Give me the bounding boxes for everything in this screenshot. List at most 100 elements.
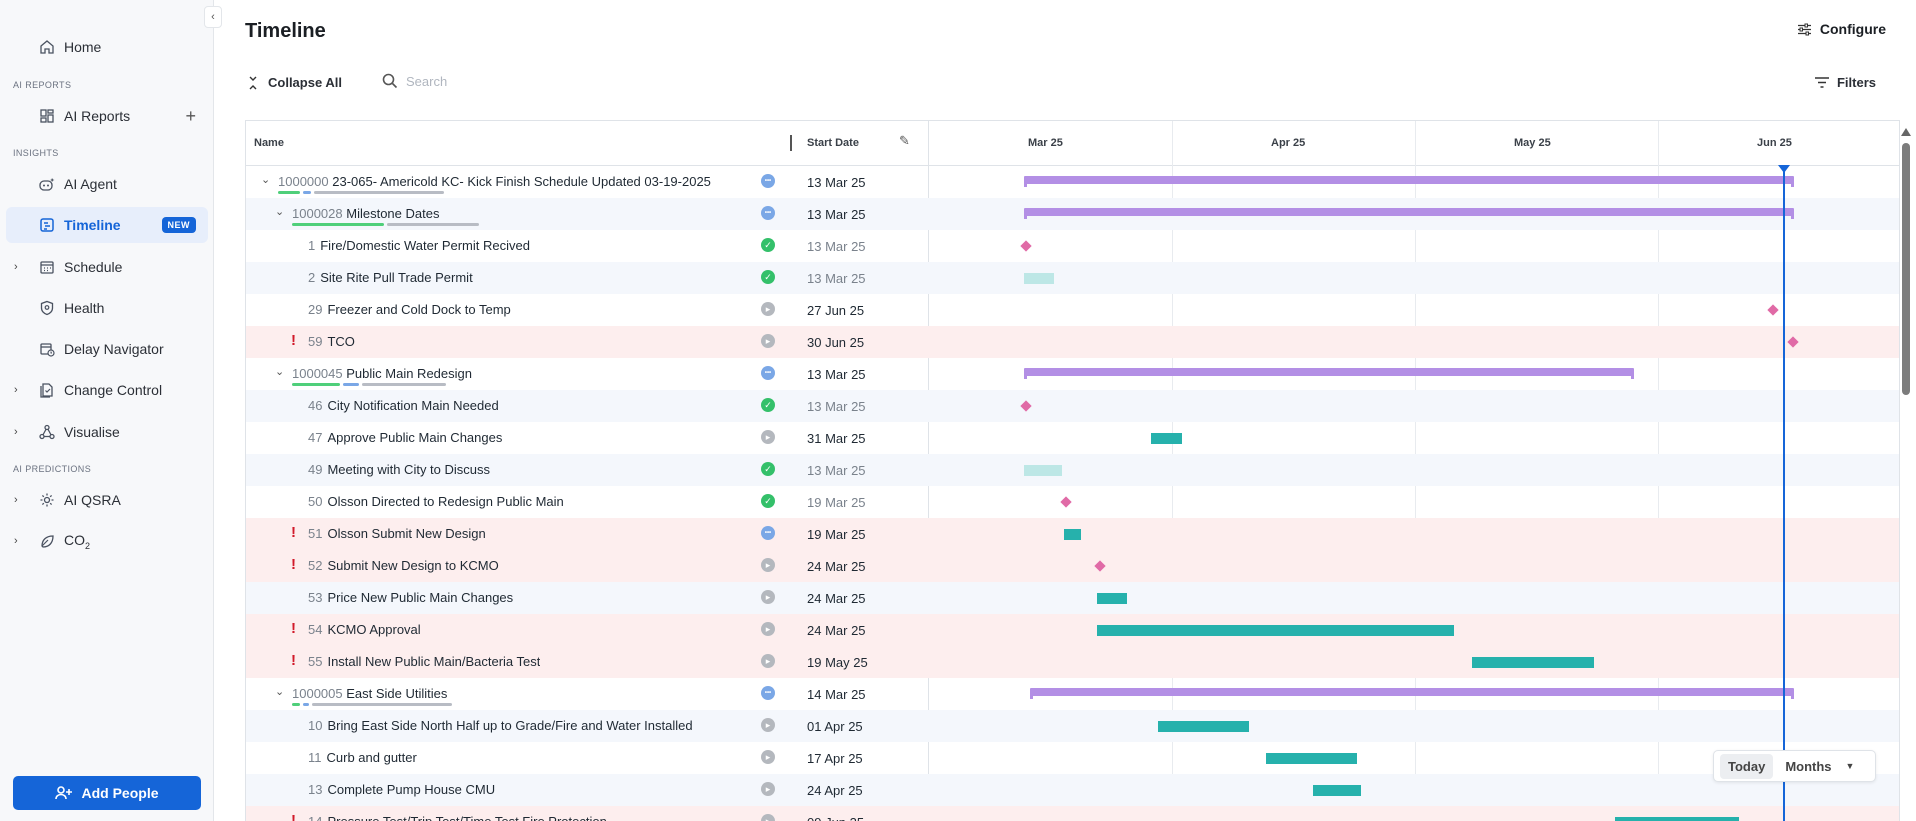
summary-bar[interactable]	[1024, 176, 1794, 187]
task-title: East Side Utilities	[346, 686, 448, 701]
task-title: Milestone Dates	[346, 206, 440, 221]
chevron-down-icon[interactable]: ⌄	[261, 174, 271, 186]
milestone-diamond[interactable]	[1020, 240, 1032, 252]
collapse-all-label: Collapse All	[268, 75, 342, 90]
sidebar-item-ai-qsra[interactable]: › AI QSRA	[6, 482, 208, 518]
task-row[interactable]: ! 14 Pressure Test/Trip Test/Time Test Fir…	[246, 806, 1899, 821]
summary-bar[interactable]	[1024, 368, 1634, 379]
task-row[interactable]: ! 52 Submit New Design to KCMO ▸ 24 Mar 25	[246, 550, 1899, 582]
chevron-right-icon[interactable]: ›	[14, 494, 18, 506]
sidebar-item-health[interactable]: Health	[6, 290, 208, 326]
task-bar[interactable]	[1064, 529, 1081, 540]
task-bar[interactable]	[1151, 433, 1182, 444]
task-row[interactable]: 53 Price New Public Main Changes ▸ 24 Mar 2…	[246, 582, 1899, 614]
chevron-right-icon[interactable]: ›	[14, 261, 18, 273]
filters-button[interactable]: Filters	[1814, 75, 1876, 90]
start-date: 30 Jun 25	[807, 335, 865, 350]
task-row[interactable]: 29 Freezer and Cold Dock to Temp ▸ 27 Jun 2…	[246, 294, 1899, 326]
milestone-diamond[interactable]	[1020, 400, 1032, 412]
task-bar[interactable]	[1024, 465, 1062, 476]
collapse-sidebar-button[interactable]: ‹	[204, 6, 222, 28]
pencil-icon[interactable]: ✎	[899, 133, 910, 148]
task-bar[interactable]	[1158, 721, 1249, 732]
warning-icon: !	[291, 620, 296, 637]
summary-bar[interactable]	[1024, 208, 1794, 219]
add-people-button[interactable]: Add People	[13, 776, 201, 810]
zoom-scale-select[interactable]: Months	[1785, 758, 1832, 774]
task-name: 14 Pressure Test/Trip Test/Time Test Fire…	[308, 814, 607, 821]
task-bar[interactable]	[1266, 753, 1357, 764]
caret-down-icon[interactable]: ▼	[1845, 761, 1855, 771]
chevron-down-icon[interactable]: ⌄	[275, 206, 285, 218]
task-bar[interactable]	[1097, 593, 1127, 604]
task-title: 23-065- Americold KC- Kick Finish Schedu…	[332, 174, 711, 189]
task-row[interactable]: 49 Meeting with City to Discuss ✓ 13 Mar 25	[246, 454, 1899, 486]
progress-segment	[343, 383, 359, 386]
task-row[interactable]: 47 Approve Public Main Changes ▸ 31 Mar 25	[246, 422, 1899, 454]
start-date: 01 Apr 25	[807, 719, 863, 734]
task-row[interactable]: 1 Fire/Domestic Water Permit Recived ✓ 13 M…	[246, 230, 1899, 262]
today-button[interactable]: Today	[1720, 753, 1774, 779]
group-row[interactable]: ⌄ 1000028 Milestone Dates ••• 13 Mar 25	[246, 198, 1899, 230]
chevron-right-icon[interactable]: ›	[14, 426, 18, 438]
group-row[interactable]: ⌄ 1000000 23-065- Americold KC- Kick Fini…	[246, 166, 1899, 198]
task-bar[interactable]	[1472, 657, 1594, 668]
task-bar[interactable]	[1615, 817, 1739, 821]
task-row[interactable]: 13 Complete Pump House CMU ▸ 24 Apr 25	[246, 774, 1899, 806]
task-row[interactable]: 46 City Notification Main Needed ✓ 13 Mar 2…	[246, 390, 1899, 422]
sidebar-item-ai-reports[interactable]: AI Reports +	[6, 98, 208, 134]
scroll-up-icon[interactable]	[1901, 128, 1911, 136]
chevron-right-icon[interactable]: ›	[14, 535, 18, 547]
scrollbar-thumb[interactable]	[1902, 143, 1910, 395]
task-bar[interactable]	[1313, 785, 1361, 796]
chevron-right-icon[interactable]: ›	[14, 384, 18, 396]
task-bar[interactable]	[1024, 273, 1054, 284]
task-row[interactable]: ! 55 Install New Public Main/Bacteria Test…	[246, 646, 1899, 678]
status-todo-icon: ▸	[761, 302, 775, 316]
milestone-diamond[interactable]	[1060, 496, 1072, 508]
milestone-diamond[interactable]	[1767, 304, 1779, 316]
chevron-down-icon[interactable]: ⌄	[275, 686, 285, 698]
start-date: 13 Mar 25	[807, 399, 866, 414]
task-row[interactable]: 2 Site Rite Pull Trade Permit ✓ 13 Mar 25	[246, 262, 1899, 294]
task-title: Meeting with City to Discuss	[327, 462, 491, 477]
sidebar-item-label: AI Agent	[64, 176, 117, 192]
task-row[interactable]: ! 51 Olsson Submit New Design ••• 19 Mar 25	[246, 518, 1899, 550]
sliders-icon	[1797, 23, 1811, 35]
sidebar-item-schedule[interactable]: › Schedule	[6, 249, 208, 285]
task-row[interactable]: ! 54 KCMO Approval ▸ 24 Mar 25	[246, 614, 1899, 646]
progress-segment	[314, 191, 444, 194]
column-header-name[interactable]: Name	[254, 137, 284, 149]
sidebar-item-timeline[interactable]: Timeline NEW	[6, 207, 208, 243]
task-row[interactable]: 11 Curb and gutter ▸ 17 Apr 25	[246, 742, 1899, 774]
collapse-all-button[interactable]: Collapse All	[248, 75, 342, 90]
vertical-scrollbar[interactable]	[1901, 128, 1911, 821]
search-input[interactable]	[406, 73, 566, 89]
add-report-icon[interactable]: +	[185, 105, 196, 126]
chevron-down-icon[interactable]: ⌄	[275, 366, 285, 378]
task-name: 2 Site Rite Pull Trade Permit	[308, 270, 473, 285]
column-resize-handle[interactable]	[790, 135, 792, 151]
task-row[interactable]: 50 Olsson Directed to Redesign Public Mai…	[246, 486, 1899, 518]
milestone-diamond[interactable]	[1787, 336, 1799, 348]
group-row[interactable]: ⌄ 1000005 East Side Utilities ••• 14 Mar 25	[246, 678, 1899, 710]
summary-bar[interactable]	[1030, 688, 1794, 699]
sidebar-item-ai-agent[interactable]: AI Agent	[6, 166, 208, 202]
status-todo-icon: ▸	[761, 654, 775, 668]
sidebar-item-change-control[interactable]: › Change Control	[6, 372, 208, 408]
task-row[interactable]: ! 59 TCO ▸ 30 Jun 25	[246, 326, 1899, 358]
sidebar-section-label: AI PREDICTIONS	[13, 464, 92, 474]
sidebar-item-home[interactable]: Home	[6, 29, 208, 65]
milestone-diamond[interactable]	[1094, 560, 1106, 572]
sidebar-item-co2[interactable]: › CO2	[6, 523, 208, 559]
start-date: 09 Jun 25	[807, 815, 864, 821]
group-row[interactable]: ⌄ 1000045 Public Main Redesign ••• 13 Mar 2…	[246, 358, 1899, 390]
column-header-start-date[interactable]: Start Date	[807, 137, 859, 149]
task-row[interactable]: 10 Bring East Side North Half up to Grade…	[246, 710, 1899, 742]
configure-button[interactable]: Configure	[1797, 21, 1886, 37]
sidebar-item-delay-navigator[interactable]: Delay Navigator	[6, 331, 208, 367]
add-people-label: Add People	[81, 785, 159, 801]
sidebar-item-visualise[interactable]: › Visualise	[6, 414, 208, 450]
task-bar[interactable]	[1097, 625, 1454, 636]
start-date: 24 Mar 25	[807, 591, 866, 606]
